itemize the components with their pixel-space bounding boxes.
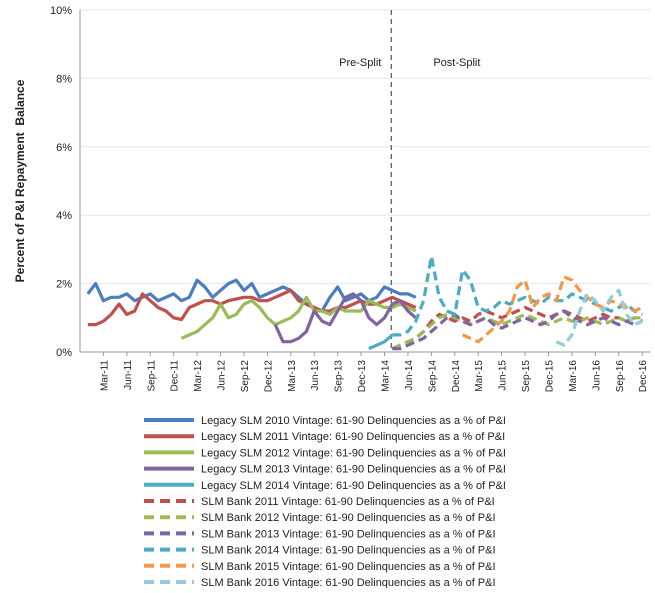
x-tick-label: Sep-11 — [146, 360, 157, 392]
x-tick-label: Sep-13 — [334, 360, 345, 393]
y-tick-label: 10% — [50, 5, 72, 17]
post-split-label: Post-Split — [433, 57, 480, 69]
legend-label: Legacy SLM 2012 Vintage: 61-90 Delinquen… — [201, 447, 506, 459]
legend-label: Legacy SLM 2014 Vintage: 61-90 Delinquen… — [201, 480, 506, 492]
legend-label: SLM Bank 2015 Vintage: 61-90 Delinquenci… — [201, 561, 496, 573]
legend-label: SLM Bank 2011 Vintage: 61-90 Delinquenci… — [201, 496, 495, 508]
x-tick-label: Dec-13 — [357, 360, 368, 393]
legend-label: Legacy SLM 2013 Vintage: 61-90 Delinquen… — [201, 464, 506, 476]
label-layer: 0% 2% 4% 6% 8% 10% Mar-11 Jun-11 Sep-11 Dec-11 Mar… — [13, 5, 649, 392]
x-tick-label: Sep-14 — [427, 360, 438, 393]
x-tick-label: Jun-14 — [404, 360, 415, 391]
x-tick-label: Mar-12 — [193, 360, 204, 392]
y-tick-label: 4% — [56, 210, 72, 222]
x-tick-label: Sep-12 — [240, 360, 251, 393]
legend: Legacy SLM 2010 Vintage: 61-90 Delinquen… — [144, 415, 506, 589]
x-tick-label: Jun-15 — [498, 360, 509, 391]
x-tick-label: Dec-11 — [170, 360, 181, 392]
x-tick-label: Jun-13 — [310, 360, 321, 391]
legend-label: SLM Bank 2016 Vintage: 61-90 Delinquenci… — [201, 577, 496, 588]
x-tick-label: Jun-12 — [217, 360, 228, 391]
legend-label: SLM Bank 2013 Vintage: 61-90 Delinquenci… — [201, 528, 496, 540]
x-tick-label: Dec-12 — [263, 360, 274, 393]
series-line-4 — [273, 292, 417, 344]
series-line-6 — [391, 305, 643, 351]
series-line-3 — [180, 295, 417, 340]
x-tick-label: Mar-13 — [287, 360, 298, 392]
series-line-8 — [392, 309, 643, 351]
series-line-7 — [391, 312, 643, 351]
x-tick-label: Jun-16 — [591, 360, 602, 391]
x-tick-label: Mar-14 — [381, 360, 392, 392]
y-tick-label: 2% — [56, 279, 72, 291]
legend-label: Legacy SLM 2010 Vintage: 61-90 Delinquen… — [201, 415, 506, 427]
x-tick-label: Sep-16 — [615, 360, 626, 393]
x-tick-label: Sep-15 — [521, 360, 532, 393]
axes-layer — [79, 10, 650, 356]
y-axis-title: Percent of P&I Repayment Balance — [13, 79, 27, 282]
y-tick-label: 8% — [56, 73, 72, 85]
legend-label: SLM Bank 2014 Vintage: 61-90 Delinquenci… — [201, 545, 496, 557]
y-tick-label: 0% — [56, 347, 72, 359]
series-line-2 — [87, 288, 417, 327]
legend-label: Legacy SLM 2011 Vintage: 61-90 Delinquen… — [201, 431, 505, 443]
pre-split-label: Pre-Split — [339, 57, 381, 69]
x-tick-label: Mar-16 — [568, 360, 579, 392]
y-tick-label: 6% — [56, 142, 72, 154]
x-tick-label: Dec-16 — [638, 360, 649, 393]
series-line-10 — [461, 275, 643, 344]
x-tick-label: Mar-15 — [474, 360, 485, 392]
legend-label: SLM Bank 2012 Vintage: 61-90 Delinquenci… — [201, 512, 496, 524]
series-layer — [86, 254, 643, 351]
series-line-11 — [555, 288, 643, 347]
x-tick-label: Dec-15 — [544, 360, 555, 393]
x-tick-label: Dec-14 — [451, 360, 462, 393]
x-tick-label: Jun-11 — [123, 360, 134, 390]
series-line-5 — [368, 333, 394, 351]
x-tick-label: Mar-11 — [99, 360, 110, 391]
